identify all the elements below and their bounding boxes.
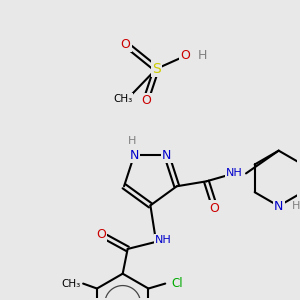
Text: NH: NH [226,168,242,178]
Text: O: O [209,202,219,214]
Text: CH₃: CH₃ [113,94,132,103]
Text: N: N [274,200,284,213]
Text: O: O [142,94,152,107]
Text: H: H [292,201,300,211]
Text: Cl: Cl [171,277,183,290]
Text: O: O [96,228,106,241]
Text: S: S [152,62,161,76]
Text: N: N [129,149,139,162]
Text: CH₃: CH₃ [61,279,81,289]
Text: H: H [128,136,136,146]
Text: NH: NH [155,235,172,245]
Text: N: N [162,149,171,162]
Text: O: O [180,50,190,62]
Text: O: O [121,38,130,51]
Text: H: H [198,50,208,62]
